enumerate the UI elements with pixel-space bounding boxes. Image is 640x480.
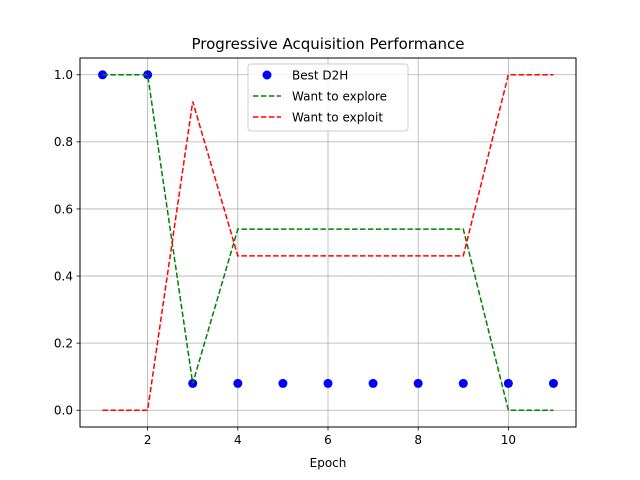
y-tick-label: 0.0	[54, 404, 73, 418]
legend-label: Want to exploit	[292, 111, 383, 125]
x-tick-label: 2	[144, 433, 152, 447]
legend-label: Best D2H	[292, 69, 348, 83]
series-layer	[98, 70, 558, 411]
y-tick-label: 1.0	[54, 68, 73, 82]
series-1	[102, 74, 554, 411]
legend-marker	[262, 70, 272, 80]
series-line	[102, 74, 554, 411]
data-point	[458, 378, 468, 388]
x-tick-label: 8	[414, 433, 422, 447]
data-point	[368, 378, 378, 388]
x-tick-label: 6	[324, 433, 332, 447]
data-point	[143, 70, 153, 80]
chart-title: Progressive Acquisition Performance	[191, 35, 464, 53]
x-tick-label: 4	[234, 433, 242, 447]
legend-box	[247, 63, 409, 132]
y-tick-label: 0.2	[54, 336, 73, 350]
data-point	[233, 378, 243, 388]
series-2	[102, 74, 554, 411]
data-point	[323, 378, 333, 388]
y-tick-label: 0.6	[54, 202, 73, 216]
data-point	[278, 378, 288, 388]
y-tick-label: 0.4	[54, 269, 73, 283]
data-point	[413, 378, 423, 388]
data-point	[503, 378, 513, 388]
data-point	[548, 378, 558, 388]
legend-label: Want to explore	[292, 90, 387, 104]
x-tick-label: 10	[501, 433, 516, 447]
series-line	[102, 74, 554, 411]
ticks: 2 4 6 8 10 0.0 0.2 0.4 0.6 0.8 1.0	[54, 68, 516, 447]
x-axis-label: Epoch	[310, 456, 347, 470]
legend: Best D2H Want to explore Want to exploit	[247, 63, 409, 132]
y-tick-label: 0.8	[54, 135, 73, 149]
